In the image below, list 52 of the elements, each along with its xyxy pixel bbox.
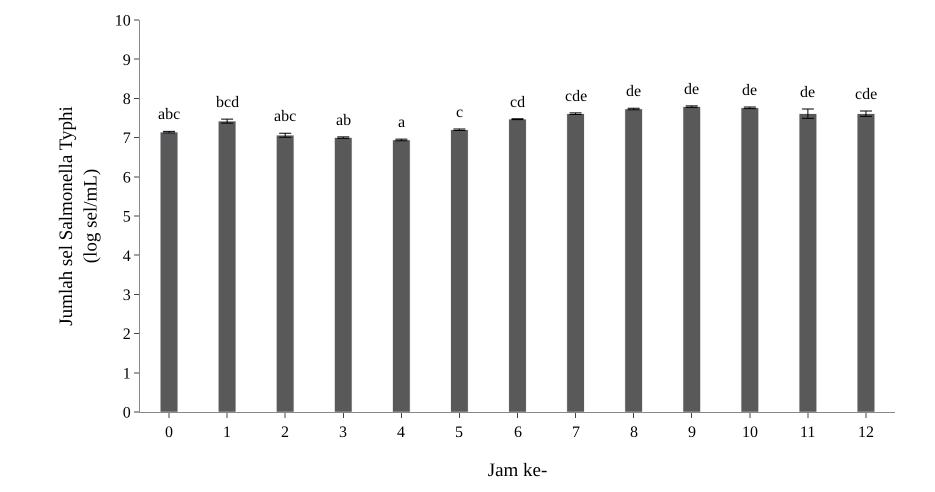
annotation: abc bbox=[274, 108, 296, 125]
bar bbox=[160, 132, 178, 412]
bar bbox=[566, 113, 585, 412]
bar bbox=[334, 137, 352, 412]
y-tick-label: 1 bbox=[122, 365, 131, 382]
x-tick-label: 10 bbox=[742, 424, 758, 441]
y-tick-label: 0 bbox=[122, 404, 131, 422]
bar bbox=[798, 113, 817, 412]
bar bbox=[740, 108, 759, 412]
x-axis-title: Jam ke- bbox=[488, 460, 548, 481]
bar bbox=[218, 120, 236, 412]
y-axis-title: Jumlah sel Salmonella Typhi (log sel/mL) bbox=[56, 106, 102, 326]
x-tick-label: 0 bbox=[165, 424, 173, 441]
bar bbox=[624, 108, 643, 412]
annotation: de bbox=[684, 81, 700, 98]
x-tick-label: 2 bbox=[281, 424, 289, 441]
x-tick-label: 6 bbox=[514, 424, 522, 441]
x-tick-label: 11 bbox=[800, 424, 816, 441]
annotation: de bbox=[742, 82, 758, 99]
bar bbox=[508, 118, 526, 412]
y-tick-label: 5 bbox=[122, 208, 131, 226]
y-tick-label: 6 bbox=[122, 169, 131, 186]
y-tick-label: 8 bbox=[122, 91, 131, 108]
x-tick-label: 3 bbox=[339, 424, 347, 441]
annotation: cd bbox=[510, 94, 526, 111]
annotation: de bbox=[800, 84, 816, 101]
bar bbox=[450, 130, 468, 412]
annotation: de bbox=[626, 83, 642, 100]
y-tick-label: 4 bbox=[122, 248, 131, 265]
annotation: a bbox=[398, 114, 406, 131]
x-tick-label: 12 bbox=[858, 424, 874, 441]
y-tick-label: 2 bbox=[122, 326, 131, 344]
bar bbox=[857, 113, 875, 412]
bar bbox=[682, 106, 701, 412]
y-tick-label: 3 bbox=[122, 287, 131, 304]
annotation: ab bbox=[336, 112, 352, 129]
annotation: abc bbox=[158, 106, 180, 123]
bar bbox=[276, 135, 294, 412]
x-tick-label: 8 bbox=[630, 424, 638, 441]
x-tick-label: 1 bbox=[223, 424, 231, 441]
annotation: bcd bbox=[216, 94, 240, 111]
annotation: cde bbox=[855, 86, 878, 103]
y-tick-label: 10 bbox=[114, 12, 131, 30]
x-tick-label: 5 bbox=[455, 424, 463, 441]
bar bbox=[392, 140, 410, 412]
annotation: cde bbox=[565, 88, 588, 105]
y-tick-label: 9 bbox=[122, 52, 131, 69]
x-tick-label: 7 bbox=[572, 424, 580, 441]
x-tick-label: 4 bbox=[397, 424, 405, 441]
x-tick-label: 9 bbox=[688, 424, 696, 441]
annotation: c bbox=[456, 104, 464, 121]
y-tick-label: 7 bbox=[122, 130, 131, 148]
